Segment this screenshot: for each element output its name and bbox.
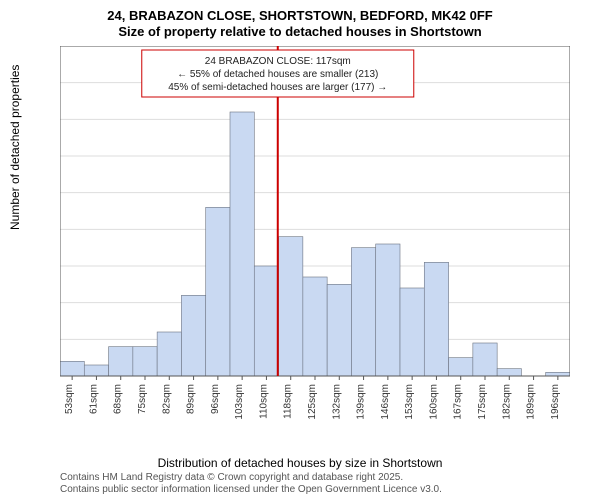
x-tick-label: 125sqm — [307, 384, 318, 420]
bar — [327, 284, 351, 376]
x-tick-label: 175sqm — [477, 384, 488, 420]
bar — [60, 361, 84, 376]
bar — [84, 365, 108, 376]
footer-line1: Contains HM Land Registry data © Crown c… — [60, 472, 442, 484]
bar — [400, 288, 424, 376]
bar — [254, 266, 278, 376]
x-tick-label: 68sqm — [113, 384, 124, 414]
x-tick-label: 167sqm — [453, 384, 464, 420]
x-tick-label: 160sqm — [428, 384, 439, 420]
x-tick-label: 96sqm — [210, 384, 221, 414]
bar — [449, 358, 473, 376]
x-tick-label: 118sqm — [283, 384, 294, 419]
x-tick-label: 189sqm — [526, 384, 537, 420]
x-tick-label: 82sqm — [161, 384, 172, 414]
x-tick-label: 153sqm — [404, 384, 415, 420]
histogram-svg: 010203040506070809053sqm61sqm68sqm75sqm8… — [60, 46, 570, 436]
bar — [497, 369, 521, 376]
footer-attribution: Contains HM Land Registry data © Crown c… — [60, 472, 442, 496]
bar — [351, 248, 375, 376]
bar — [109, 347, 133, 376]
bar — [133, 347, 157, 376]
bar — [376, 244, 400, 376]
x-tick-label: 75sqm — [137, 384, 148, 414]
bar — [181, 295, 205, 376]
x-tick-label: 110sqm — [258, 384, 269, 419]
bar — [206, 207, 230, 376]
x-tick-label: 139sqm — [356, 384, 367, 420]
x-axis-label: Distribution of detached houses by size … — [0, 456, 600, 470]
bar — [303, 277, 327, 376]
x-tick-label: 89sqm — [186, 384, 197, 414]
chart-area: 010203040506070809053sqm61sqm68sqm75sqm8… — [60, 46, 570, 436]
chart-titles: 24, BRABAZON CLOSE, SHORTSTOWN, BEDFORD,… — [0, 0, 600, 41]
marker-label-line: ← 55% of detached houses are smaller (21… — [177, 69, 378, 80]
x-tick-label: 196sqm — [550, 384, 561, 420]
y-axis-label: Number of detached properties — [8, 65, 22, 230]
footer-line2: Contains public sector information licen… — [60, 484, 442, 496]
marker-label-line: 45% of semi-detached houses are larger (… — [168, 82, 387, 93]
bar — [424, 262, 448, 376]
x-tick-label: 146sqm — [380, 384, 391, 420]
bar — [230, 112, 254, 376]
x-tick-label: 61sqm — [88, 384, 99, 414]
bar — [546, 372, 570, 376]
bar — [157, 332, 181, 376]
marker-label-line: 24 BRABAZON CLOSE: 117sqm — [205, 56, 351, 67]
bar — [473, 343, 497, 376]
x-tick-label: 103sqm — [234, 384, 245, 420]
title-line1: 24, BRABAZON CLOSE, SHORTSTOWN, BEDFORD,… — [0, 8, 600, 24]
x-tick-label: 132sqm — [331, 384, 342, 420]
x-tick-label: 53sqm — [64, 384, 75, 414]
page-root: 24, BRABAZON CLOSE, SHORTSTOWN, BEDFORD,… — [0, 0, 600, 500]
title-line2: Size of property relative to detached ho… — [0, 24, 600, 40]
bar — [279, 237, 303, 376]
x-tick-label: 182sqm — [501, 384, 512, 420]
